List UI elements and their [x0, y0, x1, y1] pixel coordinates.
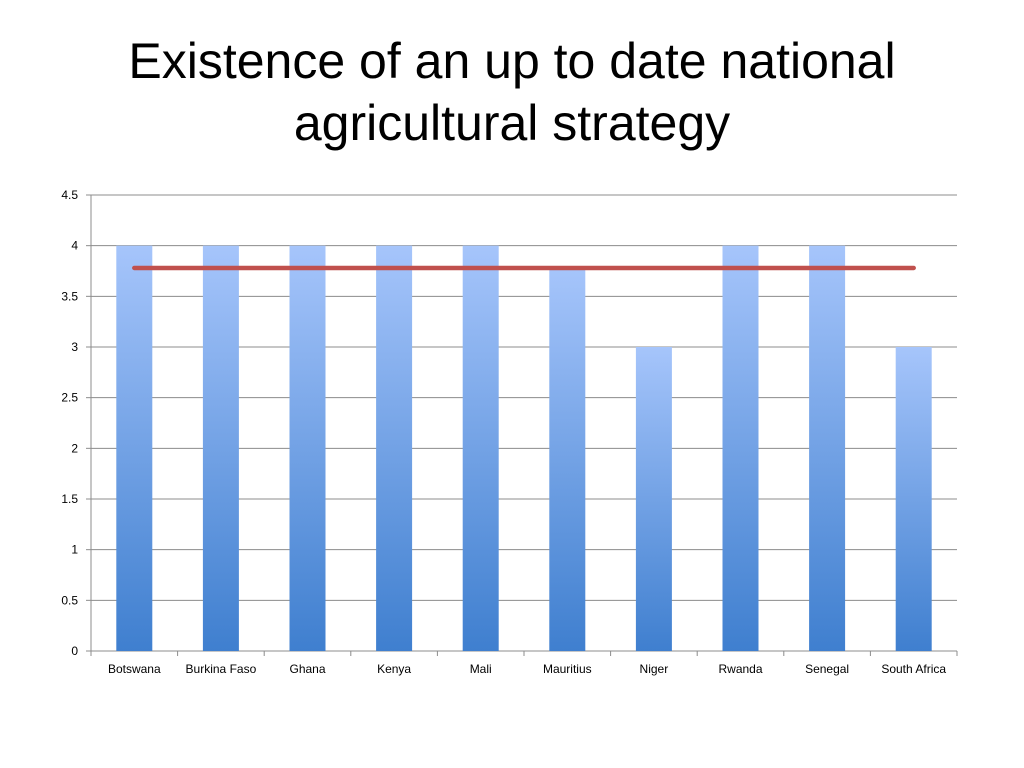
- x-category-label: Ghana: [289, 662, 325, 676]
- y-tick-label: 0.5: [61, 593, 78, 607]
- x-category-label: Mauritius: [543, 662, 592, 676]
- y-tick-label: 4: [71, 239, 78, 253]
- bar: [116, 245, 153, 651]
- bar: [895, 347, 932, 651]
- x-category-label: Mali: [470, 662, 492, 676]
- bar-chart: 0 0.5 1 1.5 2 2.5 3 3.5 4 4.5 Botswana Burkina Faso…: [61, 188, 958, 676]
- bar: [809, 245, 846, 651]
- y-tick-label: 2.5: [61, 391, 78, 405]
- x-category-label: South Africa: [881, 662, 946, 676]
- x-category-label: Senegal: [805, 662, 849, 676]
- x-category-label: Niger: [640, 662, 669, 676]
- bar: [462, 245, 499, 651]
- bar: [289, 245, 326, 651]
- x-category-label: Kenya: [377, 662, 411, 676]
- axis-labels: 0 0.5 1 1.5 2 2.5 3 3.5 4 4.5 Botswana Burkina Faso…: [61, 188, 946, 676]
- y-tick-label: 0: [71, 644, 78, 658]
- y-tick-label: 4.5: [61, 188, 78, 202]
- y-tick-label: 1.5: [61, 492, 78, 506]
- bar: [376, 245, 413, 651]
- bar: [202, 245, 239, 651]
- slide-title: Existence of an up to date national agri…: [128, 33, 896, 151]
- bar: [549, 267, 586, 651]
- y-tick-label: 2: [71, 441, 78, 455]
- y-tick-label: 3.5: [61, 289, 78, 303]
- bar: [722, 245, 759, 651]
- x-category-label: Burkina Faso: [186, 662, 257, 676]
- x-category-label: Rwanda: [718, 662, 762, 676]
- bars: [116, 245, 932, 651]
- x-category-label: Botswana: [108, 662, 161, 676]
- y-tick-label: 1: [71, 543, 78, 557]
- y-tick-label: 3: [71, 340, 78, 354]
- bar: [635, 347, 672, 651]
